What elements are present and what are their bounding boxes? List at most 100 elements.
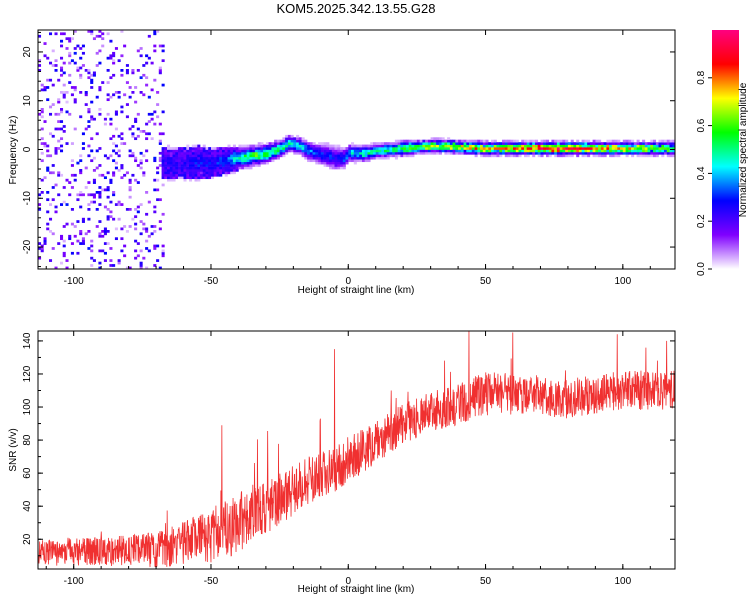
spectrogram-cell	[145, 227, 149, 231]
spectrogram-cell	[84, 232, 88, 236]
spectrogram-cell	[90, 115, 94, 119]
spectrogram-cell	[142, 64, 146, 67]
spectrogram-cell	[460, 149, 464, 153]
spectrogram-cell	[625, 147, 629, 150]
spectrogram-cell	[271, 159, 275, 163]
spectrogram-cell	[507, 154, 511, 158]
spectrogram-cell	[161, 44, 165, 48]
spectrogram-cell	[202, 169, 206, 172]
spectrogram-cell	[186, 149, 190, 153]
spectrogram-cell	[548, 147, 552, 150]
spectrogram-cell	[90, 249, 94, 253]
spectrogram-cell	[120, 164, 124, 167]
spectrogram-cell	[208, 159, 212, 163]
spectrogram-cell	[175, 161, 179, 165]
spectrogram-cell	[219, 166, 223, 170]
spectrogram-cell	[650, 144, 654, 148]
spectrogram-x-tick-label: -50	[204, 276, 219, 287]
spectrogram-cell	[76, 251, 80, 255]
spectrogram-cell	[329, 156, 333, 160]
spectrogram-cell	[334, 164, 338, 167]
spectrogram-cell	[194, 149, 198, 153]
spectrogram-cell	[460, 144, 464, 148]
spectrogram-cell	[161, 173, 165, 177]
spectrogram-cell	[70, 93, 74, 97]
spectrogram-cell	[224, 156, 228, 160]
spectrogram-cell	[499, 151, 503, 155]
spectrogram-cell	[452, 149, 456, 153]
spectrogram-cell	[540, 149, 544, 153]
spectrogram-cell	[208, 156, 212, 160]
spectrogram-cell	[222, 171, 226, 175]
spectrogram-cell	[419, 147, 423, 150]
spectrogram-cell	[227, 156, 231, 160]
spectrogram-cell	[238, 166, 242, 170]
spectrogram-cell	[208, 161, 212, 165]
spectrogram-cell	[296, 147, 300, 150]
spectrogram-cell	[518, 154, 522, 158]
spectrogram-cell	[79, 242, 83, 245]
spectrogram-cell	[367, 144, 371, 148]
spectrogram-cell	[631, 144, 635, 148]
spectrogram-cell	[260, 144, 264, 148]
spectrogram-cell	[183, 151, 187, 155]
spectrogram-cell	[331, 159, 335, 163]
spectrogram-cell	[540, 151, 544, 155]
spectrogram-cell	[76, 220, 80, 223]
spectrogram-cell	[578, 147, 582, 150]
spectrogram-cell	[79, 66, 83, 70]
spectrogram-cell	[559, 147, 563, 150]
spectrogram-cell	[216, 149, 220, 153]
spectrogram-cell	[315, 151, 319, 155]
spectrogram-cell	[315, 144, 319, 148]
spectrogram-cell	[98, 232, 102, 236]
spectrogram-cell	[161, 149, 165, 153]
spectrogram-cell	[123, 93, 127, 97]
spectrogram-cell	[150, 117, 154, 121]
spectrogram-cell	[576, 147, 580, 150]
spectrogram-cell	[293, 137, 297, 141]
spectrogram-cell	[139, 91, 143, 94]
spectrogram-cell	[397, 149, 401, 153]
spectrogram-cell	[128, 225, 132, 228]
spectrogram-cell	[493, 154, 497, 158]
spectrogram-cell	[38, 59, 42, 63]
spectrogram-cell	[559, 139, 563, 143]
spectrogram-cell	[595, 142, 599, 145]
spectrogram-cell	[584, 139, 588, 143]
spectrogram-cell	[167, 178, 171, 182]
spectrogram-cell	[274, 139, 278, 143]
spectrogram-cell	[79, 115, 83, 119]
spectrogram-cell	[576, 144, 580, 148]
spectrogram-cell	[312, 154, 316, 158]
spectrogram-cell	[81, 51, 85, 55]
spectrogram-cell	[513, 147, 517, 150]
spectrogram-cell	[134, 159, 138, 163]
spectrogram-cell	[480, 154, 484, 158]
spectrogram-cell	[232, 164, 236, 167]
spectrogram-cell	[95, 34, 99, 38]
spectrogram-cell	[471, 144, 475, 148]
spectrogram-cell	[46, 169, 50, 172]
spectrogram-cell	[422, 139, 426, 143]
spectrogram-cell	[493, 142, 497, 145]
spectrogram-cell	[158, 227, 162, 231]
spectrogram-cell	[200, 176, 204, 180]
spectrogram-cell	[147, 120, 151, 123]
spectrogram-cell	[430, 149, 434, 153]
spectrogram-cell	[364, 156, 368, 160]
spectrogram-cell	[474, 144, 478, 148]
spectrogram-cell	[589, 149, 593, 153]
spectrogram-cell	[666, 154, 670, 158]
colorbar-ticks: 0.00.20.40.60.8	[696, 70, 712, 276]
spectrogram-cell	[502, 149, 506, 153]
spectrogram-cell	[609, 144, 613, 148]
spectrogram-cell	[95, 64, 99, 67]
spectrogram-cell	[507, 139, 511, 143]
spectrogram-cell	[49, 259, 53, 262]
spectrogram-cell	[183, 178, 187, 182]
snr-frame	[37, 330, 676, 570]
spectrogram-cell	[68, 61, 72, 65]
spectrogram-cell	[197, 154, 201, 158]
spectrogram-cell	[422, 142, 426, 145]
